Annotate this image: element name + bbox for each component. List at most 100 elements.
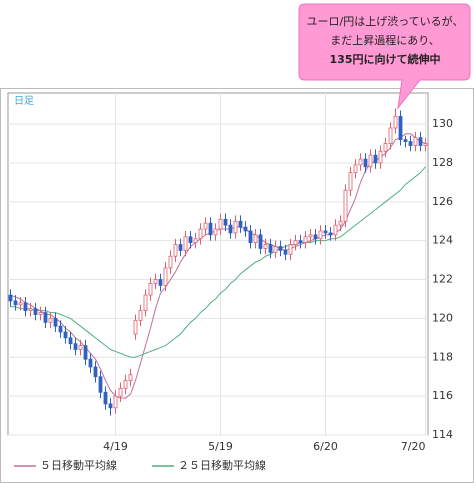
candle-body [298,240,303,244]
candle-body [28,308,33,312]
candle-body [348,172,353,191]
candle-body [263,244,268,249]
candle-body [328,232,333,236]
candle-body [83,345,88,360]
candle-body [128,374,133,381]
candle-body [358,158,363,166]
candle-body [213,228,218,236]
candle-body [78,345,83,350]
candle-body [138,310,143,321]
candle-body [133,319,138,335]
candle-body [248,230,253,244]
candle-body [383,143,388,152]
candle-body [228,224,233,234]
candle-body [43,312,48,323]
moving-average-line [10,133,426,399]
candle-body [253,234,258,244]
candle-body [178,244,183,251]
annotation: まだ上昇過程にあり、 [330,34,440,47]
candle-body [53,318,58,327]
candle-body [63,331,68,339]
candle-body [313,234,318,240]
candle-body [338,220,343,226]
candle-body [258,234,263,249]
candle-body [163,267,168,286]
candle-body [198,228,203,240]
y-tick-label: 116 [432,389,453,402]
candle-body [153,279,158,284]
legend-label: ５日移動平均線 [40,458,117,472]
candle-body [113,395,118,409]
candle-body [118,387,123,397]
legend-label: ２５日移動平均線 [178,458,266,472]
x-tick-label: 6/20 [313,440,338,453]
candle-body [333,224,338,236]
candle-body [208,222,213,236]
annotation: ユーロ/円は上げ渋っているが、 [307,14,464,28]
callout [298,3,471,110]
moving-average-line [10,166,426,358]
candle-body [103,391,108,405]
y-tick-label: 126 [432,195,453,208]
candle-body [58,325,63,333]
candle-body [223,218,228,226]
candle-body [123,380,128,389]
candle-body [408,141,413,146]
candle-body [413,137,418,146]
candle-body [368,154,373,168]
y-tick-label: 124 [432,234,453,247]
candle-body [353,164,358,174]
candle-body [73,343,78,350]
candle-body [48,318,53,323]
candle-body [203,222,208,230]
candle-body [8,294,13,302]
candle-body [283,249,288,255]
y-tick-label: 120 [432,311,453,324]
candle-body [183,236,188,251]
candle-body [423,143,428,146]
candle-body [193,238,198,244]
candle-body [218,218,223,230]
candle-body [148,283,153,296]
candle-body [288,244,293,255]
y-tick-label: 122 [432,273,453,286]
candle-body [398,115,403,141]
candle-body [158,279,163,286]
candle-body [243,226,248,232]
candle-body [303,236,308,244]
candle-body [238,220,243,228]
y-tick-label: 128 [432,156,453,169]
candle-body [388,127,393,144]
candle-body [188,236,193,244]
candle-body [343,189,348,222]
y-tick-label: 118 [432,350,453,363]
candle-body [308,234,313,238]
candle-body [88,358,93,368]
candle-body [278,246,283,251]
candle-body [273,246,278,253]
plot-area [7,92,429,436]
candle-body [33,308,38,315]
candle-body [323,230,328,234]
x-tick-label: 4/19 [103,440,128,453]
candle-body [18,302,23,306]
candle-body [378,150,383,164]
candle-body [293,240,298,245]
candle-body [38,312,43,315]
candle-body [318,230,323,240]
candle-body [393,115,398,129]
candle-body [23,302,28,312]
y-tick-label: 114 [432,428,453,441]
candle-body [173,244,178,257]
candle-body [268,244,273,253]
candle-body [168,255,173,269]
annotation: 135円に向けて続伸中 [330,52,441,66]
candle-body [143,294,148,312]
candle-body [418,137,423,146]
candle-body [108,403,113,409]
candle-body [373,154,378,164]
plot: 114 116 118 120 122 124 126 128 130 4/19 5/19 6/20 7… [8,93,453,453]
candle-body [363,158,368,168]
y-tick-label: 130 [432,117,453,130]
